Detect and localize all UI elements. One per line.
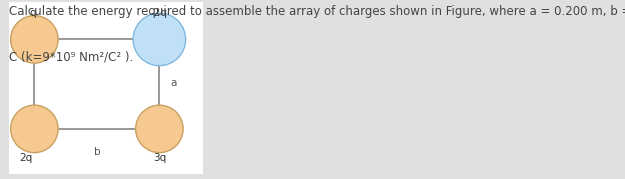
Text: -2q: -2q <box>151 8 168 18</box>
FancyBboxPatch shape <box>9 2 203 174</box>
Text: 2q: 2q <box>19 153 33 163</box>
Text: 3q: 3q <box>152 153 166 163</box>
Text: b: b <box>94 147 100 157</box>
Ellipse shape <box>133 13 186 66</box>
Text: Calculate the energy required to assemble the array of charges shown in Figure, : Calculate the energy required to assembl… <box>9 5 625 18</box>
Ellipse shape <box>11 16 58 63</box>
Ellipse shape <box>11 105 58 153</box>
Text: C (k=9*10⁹ Nm²/C² ).: C (k=9*10⁹ Nm²/C² ). <box>9 50 134 63</box>
Text: a: a <box>171 78 177 88</box>
Ellipse shape <box>136 105 183 153</box>
Text: q: q <box>29 8 36 18</box>
